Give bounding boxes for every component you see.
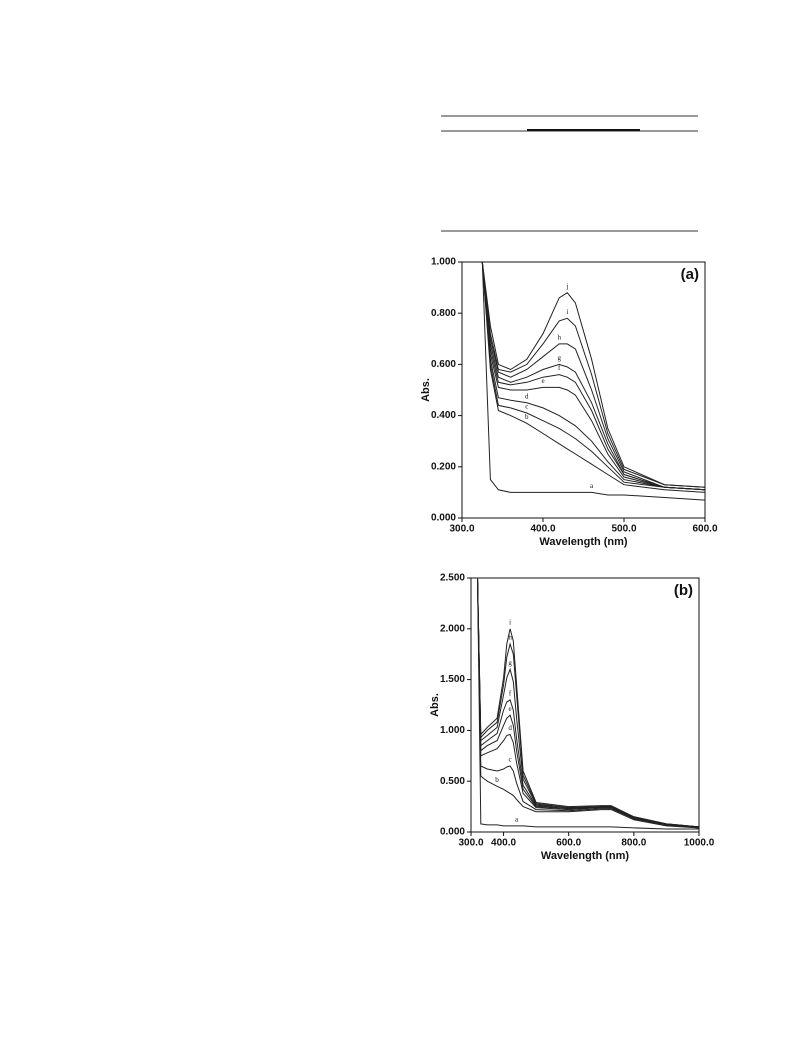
x-tick-label: 300.0 [449,524,474,535]
y-tick-label: 2.000 [440,623,465,634]
x-tick-label: 800.0 [621,838,646,849]
spectrum-line [481,261,706,491]
spectrum-line [481,261,706,491]
curve-label: i [566,308,568,316]
spectrum-line [481,261,706,488]
y-tick-label: 1.000 [440,725,465,736]
y-tick-label: 0.500 [440,776,465,787]
curve-label: d [508,724,512,732]
panel-label: (a) [681,266,699,283]
curve-label: c [509,756,512,764]
y-tick-label: 0.600 [431,359,456,370]
spectrum-line [481,261,706,491]
curve-label: b [525,413,529,421]
curve-label: h [508,634,512,642]
x-tick-label: 400.0 [491,838,516,849]
y-tick-label: 2.500 [440,573,465,584]
y-tick-label: 1.500 [440,674,465,685]
spectrum-line [477,577,700,829]
y-tick-label: 1.000 [431,257,456,268]
x-axis-title: Wavelength (nm) [539,536,628,548]
x-tick-label: 600.0 [556,838,581,849]
curve-label: a [590,482,594,490]
curve-label: c [525,403,528,411]
curve-label: h [557,334,561,342]
curve-label: g [557,354,561,362]
x-tick-label: 1000.0 [684,838,715,849]
spectrum-line [477,577,699,830]
plot-frame [470,577,700,833]
spectrum-line [481,261,706,491]
curve-label: b [495,776,499,784]
curve-label: j [565,282,568,290]
spectrum-line [481,261,706,491]
curve-label: f [558,364,561,372]
y-axis-title: Abs. [429,693,441,717]
x-axis-title: Wavelength (nm) [541,850,630,862]
plot-frame [461,261,706,519]
curve-label: e [509,705,512,713]
curve-label: d [525,392,529,400]
spectrum-line [477,577,700,828]
y-tick-label: 0.400 [431,410,456,421]
curve-label: i [509,618,511,626]
curve-label: a [515,816,519,824]
curve-label: e [541,377,544,385]
panel-label: (b) [674,582,693,599]
spectrum-line [477,577,700,828]
x-tick-label: 600.0 [692,524,717,535]
spectrum-line [481,261,706,491]
spectrum-line [477,577,700,828]
curve-label: g [508,659,512,667]
x-tick-label: 300.0 [458,838,483,849]
curve-label: f [509,690,512,698]
spectrum-line [477,577,700,829]
x-tick-label: 400.0 [530,524,555,535]
y-axis-title: Abs. [420,378,432,402]
spectrum-line [477,577,700,828]
spectrum-line [481,261,706,493]
y-tick-label: 0.000 [440,827,465,838]
spectrum-line [481,261,706,501]
spectrum-line [481,261,706,488]
y-tick-label: 0.200 [431,461,456,472]
y-tick-label: 0.000 [431,513,456,524]
y-tick-label: 0.800 [431,308,456,319]
x-tick-label: 500.0 [611,524,636,535]
